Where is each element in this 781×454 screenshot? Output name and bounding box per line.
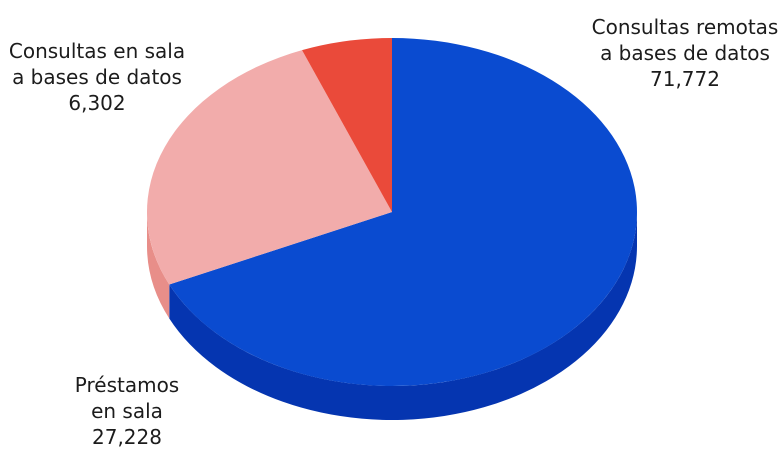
slice-label-consultas-en-sala: Consultas en sala a bases de datos 6,302 bbox=[4, 38, 190, 116]
slice-label-line: Préstamos bbox=[74, 373, 180, 397]
slice-value-label: 27,228 bbox=[92, 425, 162, 449]
slice-label-line: Consultas en sala bbox=[8, 39, 186, 63]
pie-slice-side-consultas-remotas-a-bases-de-datos bbox=[169, 212, 637, 420]
pie-slice-prestamos-en-sala bbox=[147, 50, 392, 285]
pie-slice-side-prestamos-en-sala bbox=[147, 212, 170, 319]
slice-label-prestamos-en-sala: Préstamos en sala 27,228 bbox=[52, 372, 202, 450]
slice-label-consultas-remotas: Consultas remotas a bases de datos 71,77… bbox=[590, 14, 780, 92]
pie-side-layer bbox=[147, 212, 637, 420]
pie-slice-consultas-en-sala-a-bases-de-datos bbox=[302, 38, 392, 212]
slice-label-line: a bases de datos bbox=[12, 65, 182, 89]
slice-value-label: 71,772 bbox=[650, 67, 720, 91]
slice-value-label: 6,302 bbox=[68, 91, 126, 115]
slice-label-line: a bases de datos bbox=[600, 41, 770, 65]
pie-top-layer bbox=[147, 38, 638, 386]
slice-label-line: Consultas remotas bbox=[591, 15, 779, 39]
slice-label-line: en sala bbox=[91, 399, 163, 423]
pie-slice-consultas-remotas-a-bases-de-datos bbox=[169, 38, 638, 386]
